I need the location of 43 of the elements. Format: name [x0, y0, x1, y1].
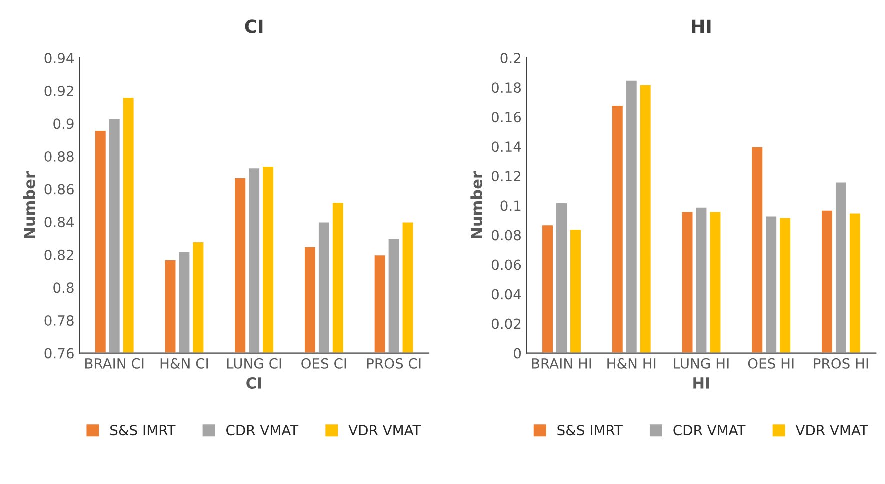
y-tick-label: 0.92	[44, 86, 74, 96]
y-tick-label: 0.18	[492, 82, 521, 94]
legend-label: VDR VMAT	[796, 425, 868, 436]
y-tick-label: 0.8	[54, 282, 74, 294]
x-tick-label: OES HI	[748, 358, 794, 369]
y-tick-label: 0.02	[492, 318, 521, 330]
x-tick-label: OES CI	[302, 358, 346, 369]
y-tick-label: 0.04	[492, 289, 522, 300]
x-tick-label: LUNG HI	[674, 358, 729, 369]
legend-label: S&S IMRT	[558, 425, 623, 436]
y-tick-label: 0.2	[500, 53, 521, 64]
legend-label: VDR VMAT	[348, 425, 422, 436]
legend-label: CDR VMAT	[226, 425, 299, 436]
y-tick-label: 0.82	[44, 250, 74, 260]
y-tick-label: 0.78	[44, 315, 74, 326]
y-axis-title: Number	[470, 172, 483, 239]
x-axis-title: CI	[246, 377, 262, 390]
y-tick-label: 0.88	[44, 151, 74, 162]
y-tick-label: 0.9	[54, 118, 74, 130]
y-tick-label: 0.94	[44, 53, 74, 64]
x-tick-label: LUNG CI	[227, 358, 282, 369]
y-tick-label: 0.08	[492, 230, 521, 241]
y-tick-label: 0.76	[44, 348, 74, 359]
y-tick-label: 0.84	[44, 217, 74, 228]
x-tick-label: PROS CI	[367, 358, 421, 369]
y-tick-label: 0.86	[44, 184, 74, 195]
y-tick-label: 0.12	[492, 171, 521, 182]
x-tick-label: PROS HI	[814, 358, 868, 369]
y-tick-label: 0.16	[492, 112, 522, 123]
y-tick-label: 0.06	[492, 260, 522, 270]
chart-title: HI	[692, 20, 711, 34]
x-tick-label: BRAIN HI	[532, 358, 592, 369]
x-axis-title: HI	[694, 378, 710, 389]
y-tick-label: 0	[514, 348, 522, 359]
legend-label: S&S IMRT	[110, 425, 176, 436]
y-tick-label: 0.1	[500, 200, 521, 212]
y-axis-title: Number	[24, 172, 36, 239]
x-tick-label: BRAIN CI	[86, 358, 144, 369]
chart-title: CI	[245, 20, 263, 34]
x-tick-label: H&N CI	[160, 358, 208, 369]
y-tick-label: 0.14	[492, 142, 522, 152]
x-tick-label: H&N HI	[608, 358, 656, 369]
legend-label: CDR VMAT	[674, 425, 746, 436]
